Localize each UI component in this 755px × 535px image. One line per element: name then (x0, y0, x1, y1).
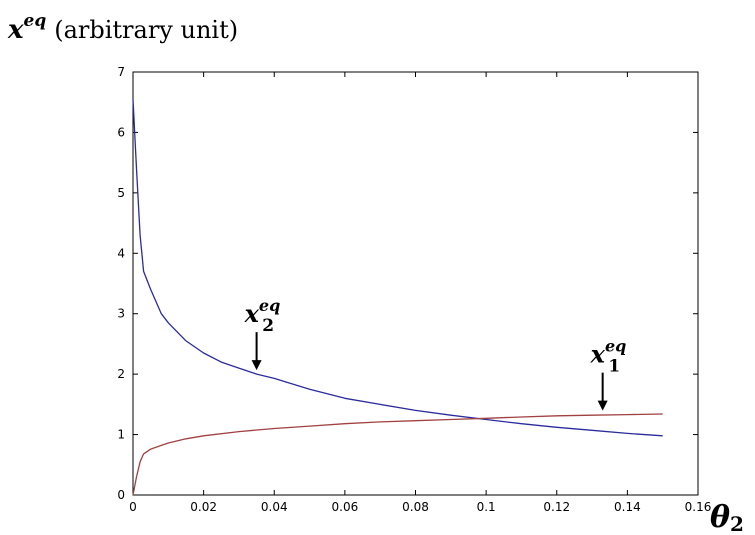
series-line-1 (132, 99, 663, 437)
annotation-x2: xeq 2 (244, 296, 281, 371)
x-tick-label: 0.16 (685, 500, 712, 514)
series-line-2 (132, 413, 663, 496)
annotation-x1: xeq 1 (590, 337, 627, 411)
y-tick-label: 0 (117, 488, 125, 502)
y-axis-label-symbol: x (7, 15, 24, 45)
y-tick-label: 7 (117, 65, 125, 79)
lines-layer (132, 99, 663, 496)
y-axis-label: xeq (arbitrary unit) (7, 11, 238, 45)
y-axis-label-superscript: eq (24, 11, 47, 31)
annotation-arrow-head (597, 400, 608, 411)
x-tick-label: 0.06 (332, 500, 359, 514)
y-axis-label-text: (arbitrary unit) (54, 16, 238, 44)
plot-frame (132, 71, 699, 496)
annotation-superscript: eq (259, 296, 280, 315)
annotation-subscript: 1 (608, 357, 620, 377)
annotation-arrow-head (251, 360, 262, 371)
annotation-superscript: eq (605, 337, 626, 356)
x-tick-label: 0.14 (614, 500, 641, 514)
annotation-subscript: 2 (262, 316, 274, 336)
annotation-label: xeq 2 (244, 296, 281, 336)
annotation-label: xeq 1 (590, 337, 627, 377)
x-axis-label-subscript: 2 (730, 512, 744, 535)
y-tick-label: 2 (117, 367, 125, 381)
x-axis-label-symbol: θ (710, 500, 730, 535)
x-tick-label: 0.04 (261, 500, 288, 514)
ticks-layer: 0 0.02 0.04 0.06 0.08 0.1 0.12 0.14 0.16 0 1 2 3 4 5 6 7 (117, 65, 711, 514)
x-tick-label: 0.12 (543, 500, 570, 514)
x-tick-label: 0.1 (477, 500, 496, 514)
x-tick-label: 0 (129, 500, 137, 514)
y-tick-label: 3 (117, 307, 125, 321)
x-axis-label: θ2 (710, 500, 744, 535)
y-tick-label: 1 (117, 428, 125, 442)
x-tick-label: 0.02 (190, 500, 217, 514)
y-tick-label: 4 (117, 246, 125, 260)
y-tick-label: 6 (117, 125, 125, 139)
annotation-symbol: x (244, 299, 260, 328)
x-tick-label: 0.08 (402, 500, 429, 514)
y-tick-label: 5 (117, 186, 125, 200)
annotation-symbol: x (590, 340, 606, 369)
